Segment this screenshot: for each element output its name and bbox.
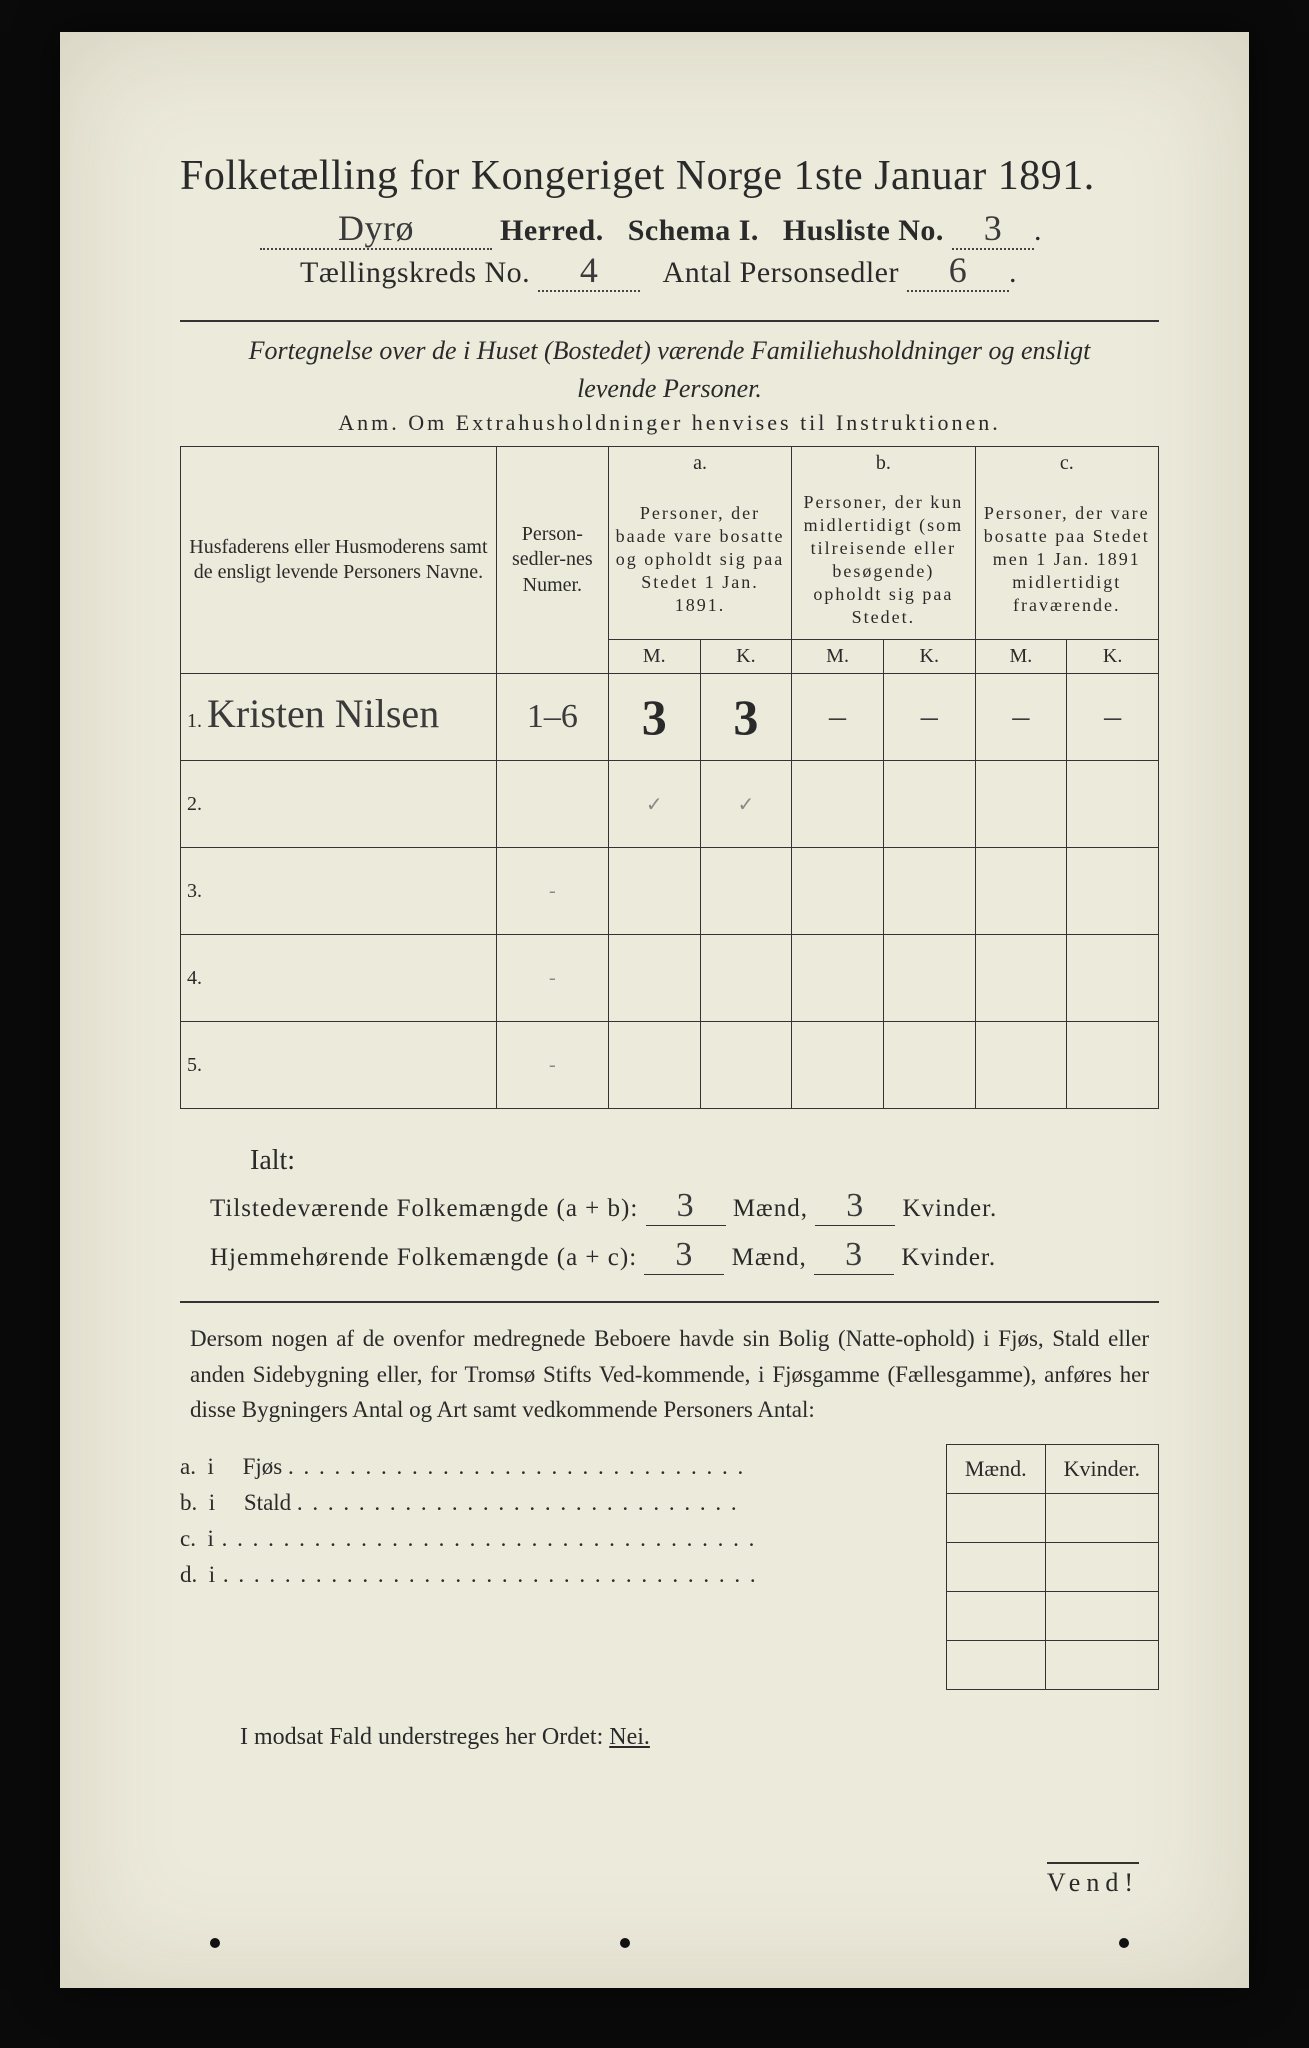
schema-label: Schema I.	[628, 214, 759, 247]
census-table: Husfaderens eller Husmoderens samt de en…	[180, 446, 1159, 1109]
r2-cM	[975, 761, 1067, 848]
row-name-hw: Kristen Nilsen	[207, 691, 439, 736]
sum1-k: 3	[846, 1187, 864, 1224]
th-c-top: c.	[975, 447, 1158, 481]
mk-k: Kvinder.	[1045, 1445, 1158, 1494]
subtitle-line2: levende Personer.	[180, 374, 1159, 404]
r2-aM: ✓	[608, 761, 700, 848]
husliste-no-handwritten: 3	[984, 208, 1003, 248]
r1-aK: 3	[733, 689, 758, 745]
r1-aM: 3	[642, 689, 667, 745]
sum2-m: 3	[675, 1236, 693, 1273]
table-row: 1. Kristen Nilsen 1–6 3 3 – – – –	[181, 674, 1159, 761]
sum1-label: Tilstedeværende Folkemængde (a + b):	[210, 1195, 638, 1222]
lower-row-a: a. i Fjøs . . . . . . . . . . . . . . . …	[180, 1454, 934, 1480]
th-a-k: K.	[700, 639, 792, 674]
row-sedler-hw: 1–6	[527, 698, 578, 735]
antal-label: Antal Personsedler	[663, 256, 899, 289]
th-b-top: b.	[792, 447, 975, 481]
th-a-text: Personer, der baade vare bosatte og opho…	[608, 481, 791, 640]
lower-list: a. i Fjøs . . . . . . . . . . . . . . . …	[180, 1444, 934, 1598]
speck-icon	[210, 1938, 220, 1948]
divider-rule-2	[180, 1301, 1159, 1303]
header-line-3: Tællingskreds No. 4 Antal Personsedler 6…	[300, 256, 1159, 292]
r2-aK: ✓	[700, 761, 792, 848]
th-personsedler: Person-sedler-nes Numer.	[496, 447, 608, 674]
r1-bM: –	[829, 698, 846, 735]
row-num: 1.	[187, 710, 202, 732]
r2-cK	[1067, 761, 1159, 848]
housing-paragraph: Dersom nogen af de ovenfor medregnede Be…	[190, 1321, 1149, 1428]
th-names: Husfaderens eller Husmoderens samt de en…	[181, 447, 497, 674]
kreds-no-handwritten: 4	[580, 250, 599, 290]
image-frame: Folketælling for Kongeriget Norge 1ste J…	[0, 0, 1309, 2048]
r1-cK: –	[1104, 698, 1121, 735]
sum1-m: 3	[677, 1187, 695, 1224]
sum-line-ab: Tilstedeværende Folkemængde (a + b): 3 M…	[210, 1187, 1159, 1226]
table-row: 4. -	[181, 935, 1159, 1022]
row-num: 2.	[187, 793, 202, 815]
sum2-klab: Kvinder.	[901, 1244, 996, 1271]
divider-rule	[180, 320, 1159, 322]
herred-handwritten: Dyrø	[338, 208, 414, 248]
vend-label: Vend!	[1047, 1862, 1139, 1898]
lower-row-c: c. i . . . . . . . . . . . . . . . . . .…	[180, 1526, 934, 1552]
anm-note: Anm. Om Extrahusholdninger henvises til …	[180, 410, 1159, 436]
sum2-label: Hjemmehørende Folkemængde (a + c):	[210, 1244, 637, 1271]
th-c-text: Personer, der vare bosatte paa Stedet me…	[975, 481, 1158, 640]
mk-m: Mænd.	[946, 1445, 1045, 1494]
maend-kvinder-table: Mænd.Kvinder.	[946, 1444, 1159, 1690]
table-row: 2. ✓ ✓	[181, 761, 1159, 848]
row-num: 5.	[187, 1054, 202, 1076]
r2-bM	[792, 761, 884, 848]
th-c-m: M.	[975, 639, 1067, 674]
th-b-m: M.	[792, 639, 884, 674]
sum1-klab: Kvinder.	[902, 1195, 997, 1222]
r1-cM: –	[1012, 698, 1029, 735]
husliste-label: Husliste No.	[783, 214, 944, 247]
sum-line-ac: Hjemmehørende Folkemængde (a + c): 3 Mæn…	[210, 1236, 1159, 1275]
header-line-2: Dyrø Herred. Schema I. Husliste No. 3.	[260, 214, 1159, 250]
r4-num: -	[496, 935, 608, 1022]
lower-row-d: d. i . . . . . . . . . . . . . . . . . .…	[180, 1562, 934, 1588]
antal-handwritten: 6	[949, 250, 968, 290]
table-row: 5. -	[181, 1022, 1159, 1109]
row-num: 3.	[187, 880, 202, 902]
th-a-top: a.	[608, 447, 791, 481]
th-b-k: K.	[883, 639, 975, 674]
lower-row-b: b. i Stald . . . . . . . . . . . . . . .…	[180, 1490, 934, 1516]
row-num: 4.	[187, 967, 202, 989]
herred-label: Herred.	[500, 214, 604, 247]
nei-line: I modsat Fald understreges her Ordet: Ne…	[240, 1724, 1159, 1751]
form-title: Folketælling for Kongeriget Norge 1ste J…	[180, 152, 1159, 200]
th-c-k: K.	[1067, 639, 1159, 674]
r2-num	[496, 761, 608, 848]
ialt-label: Ialt:	[250, 1145, 1159, 1177]
subtitle-line1: Fortegnelse over de i Huset (Bostedet) v…	[180, 336, 1159, 366]
speck-icon	[1119, 1938, 1129, 1948]
table-row: 3. -	[181, 848, 1159, 935]
sum2-k: 3	[845, 1236, 863, 1273]
census-form-paper: Folketælling for Kongeriget Norge 1ste J…	[60, 32, 1249, 1988]
th-b-text: Personer, der kun midlertidigt (som tilr…	[792, 481, 975, 640]
sum1-mlab: Mænd,	[733, 1195, 808, 1222]
r1-bK: –	[921, 698, 938, 735]
nei-word: Nei.	[609, 1724, 650, 1750]
r2-bK	[883, 761, 975, 848]
nei-pre: I modsat Fald understreges her Ordet:	[240, 1724, 603, 1750]
r3-num: -	[496, 848, 608, 935]
lower-section: a. i Fjøs . . . . . . . . . . . . . . . …	[180, 1444, 1159, 1690]
r5-num: -	[496, 1022, 608, 1109]
sum2-mlab: Mænd,	[732, 1244, 807, 1271]
th-a-m: M.	[608, 639, 700, 674]
kreds-label: Tællingskreds No.	[300, 256, 530, 289]
speck-icon	[620, 1938, 630, 1948]
